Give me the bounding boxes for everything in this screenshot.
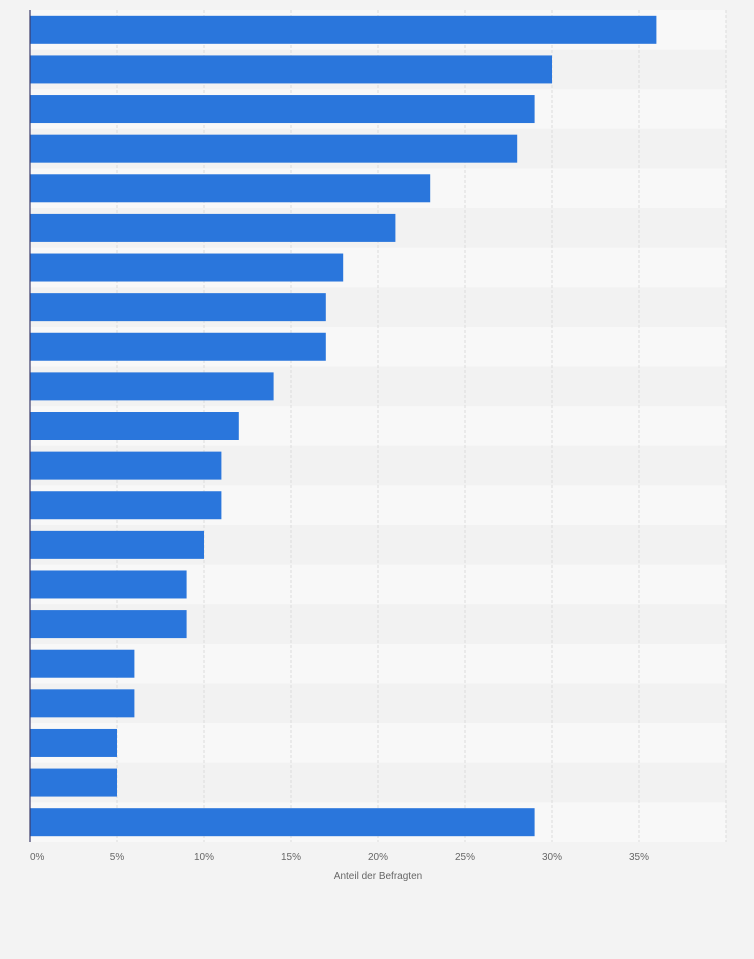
x-tick-label: 35% xyxy=(629,852,649,863)
bar[interactable] xyxy=(30,649,135,678)
bar[interactable] xyxy=(30,491,222,520)
bar[interactable] xyxy=(30,55,552,84)
bar[interactable] xyxy=(30,253,344,282)
bar[interactable] xyxy=(30,412,239,440)
bar[interactable] xyxy=(30,728,117,757)
bar[interactable] xyxy=(30,15,657,44)
x-tick-label: 30% xyxy=(542,852,562,863)
bar[interactable] xyxy=(30,610,187,639)
bar[interactable] xyxy=(30,530,204,559)
bar[interactable] xyxy=(30,174,431,203)
x-tick-label: 20% xyxy=(368,852,388,863)
bar[interactable] xyxy=(30,332,326,361)
bar[interactable] xyxy=(30,134,518,163)
x-tick-label: 25% xyxy=(455,852,475,863)
bar[interactable] xyxy=(30,768,117,797)
bar[interactable] xyxy=(30,570,187,599)
x-axis-ticks: 0% 5% 10% 15% 20% 25% 30% 35% xyxy=(30,852,649,863)
x-tick-label: 15% xyxy=(281,852,301,863)
bar[interactable] xyxy=(30,451,222,480)
bar[interactable] xyxy=(30,689,135,718)
bar[interactable] xyxy=(30,95,535,124)
bar[interactable] xyxy=(30,808,535,837)
x-tick-label: 5% xyxy=(110,852,125,863)
bar[interactable] xyxy=(30,293,326,322)
x-tick-label: 10% xyxy=(194,852,214,863)
x-axis-title: Anteil der Befragten xyxy=(334,871,422,882)
bar[interactable] xyxy=(30,213,396,242)
bars xyxy=(30,15,657,837)
bar[interactable] xyxy=(30,372,274,401)
x-tick-label: 0% xyxy=(30,852,45,863)
